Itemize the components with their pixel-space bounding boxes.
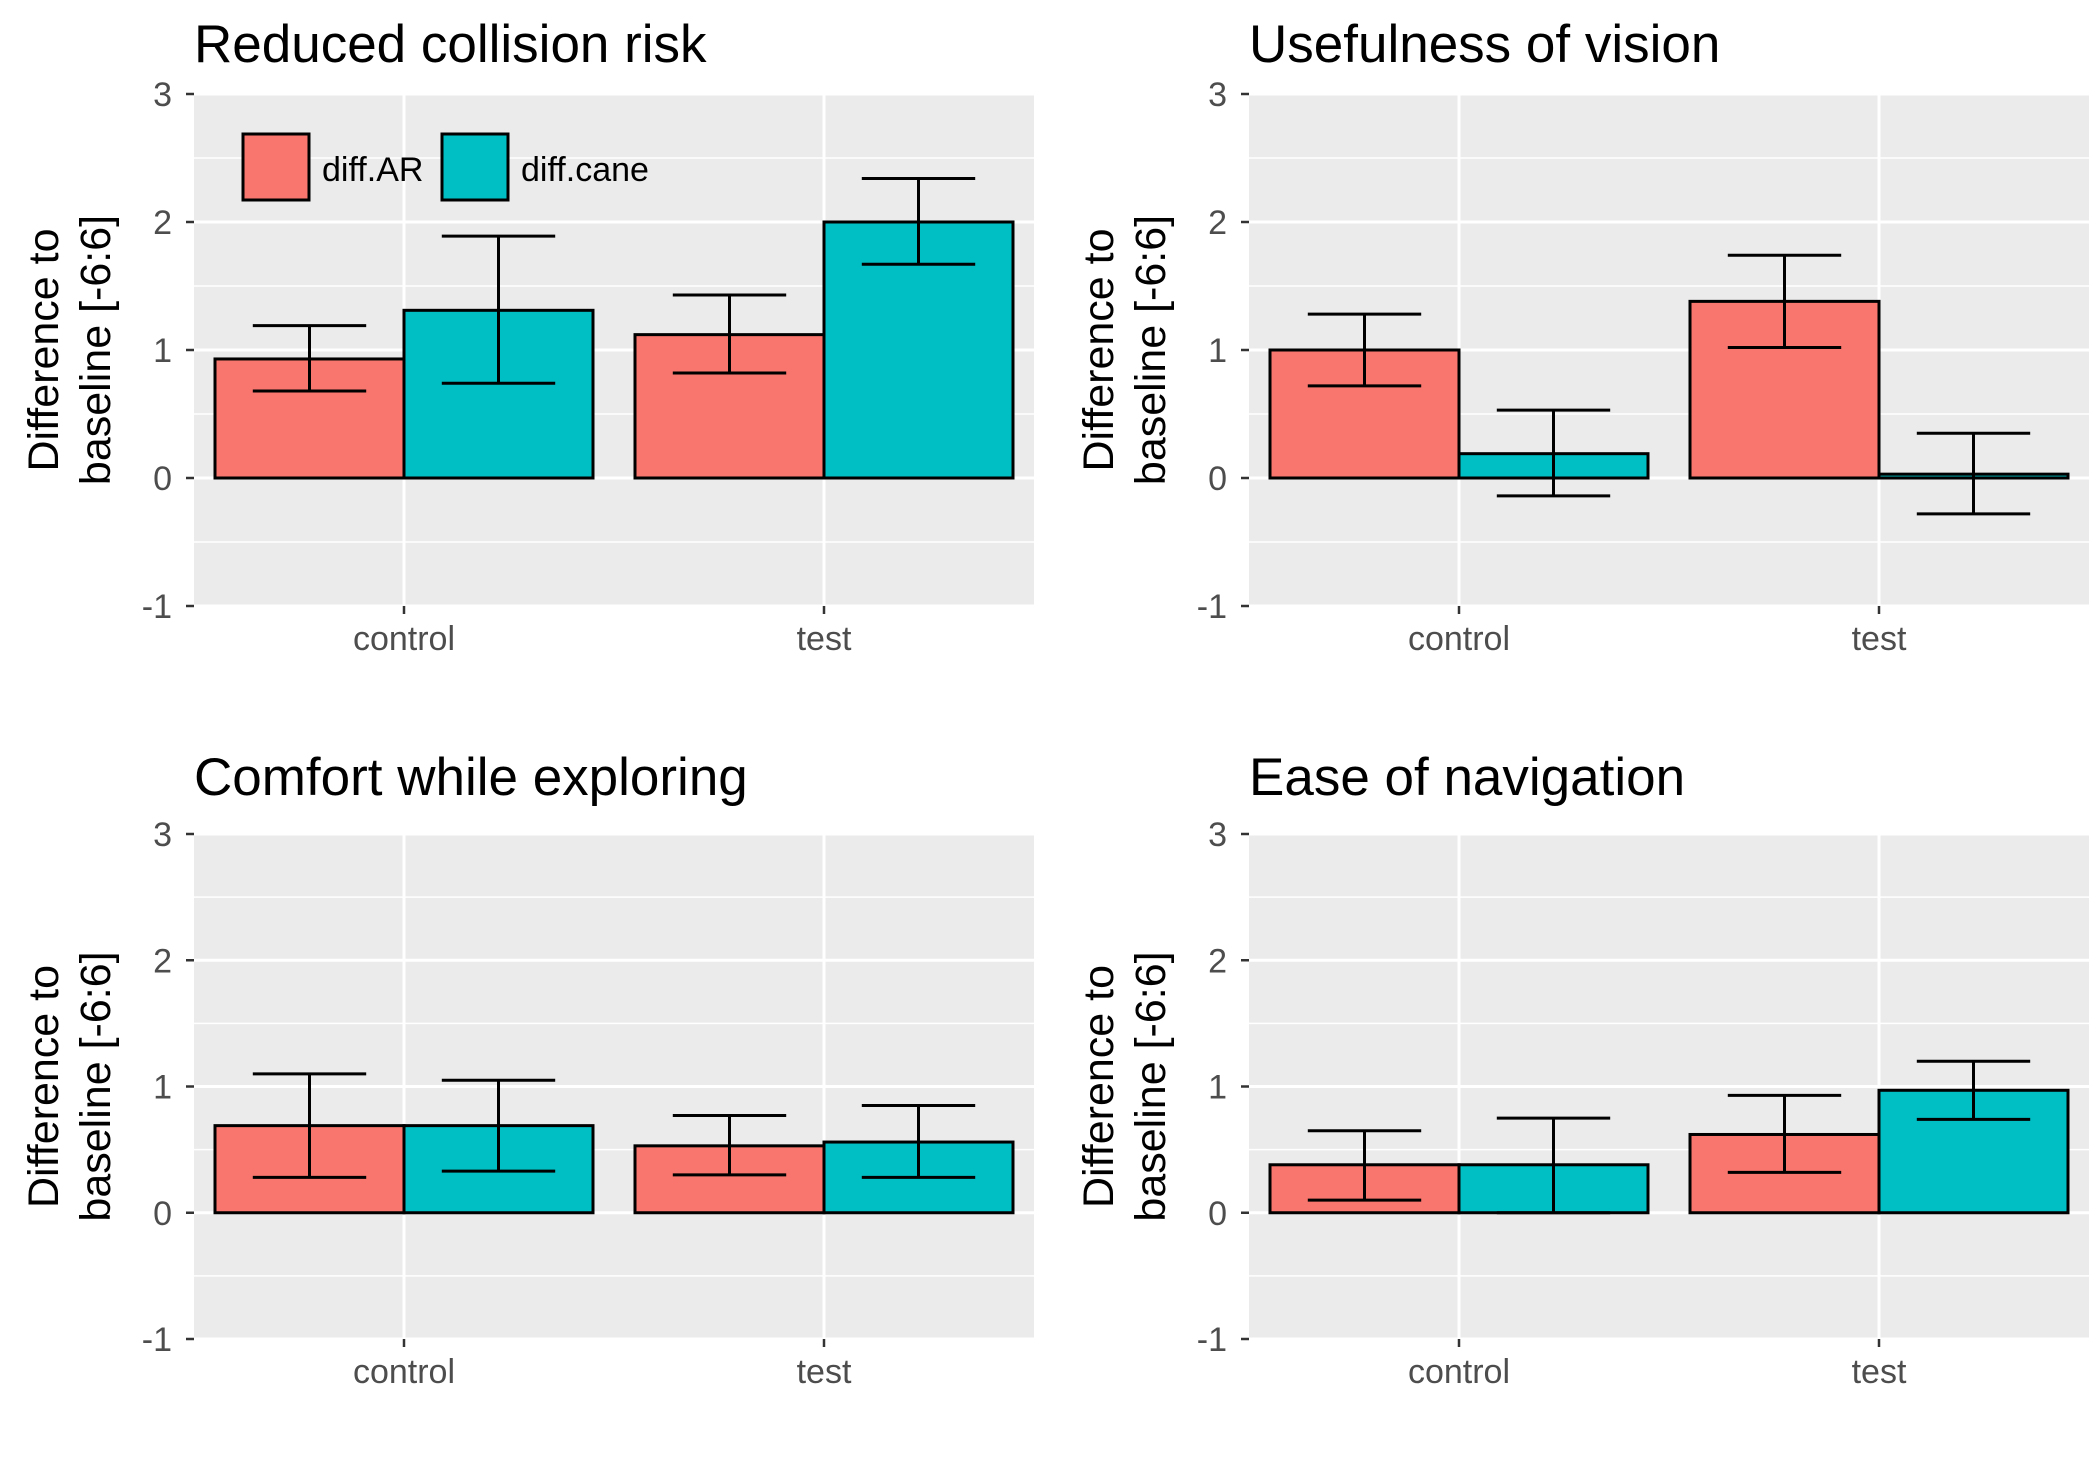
y-tick-label: 1 (1208, 332, 1227, 370)
error-bar-diff-AR-control (252, 1072, 367, 1179)
y-axis-label: Difference tobaseline [-6:6] (20, 215, 120, 485)
legend: diff.AR diff.cane (241, 132, 649, 202)
chart-title: Ease of navigation (1249, 748, 1685, 807)
y-tick-label: 2 (153, 204, 172, 242)
y-tick-label: 3 (153, 76, 172, 114)
y-axis-label-line: Difference to (20, 965, 68, 1208)
chart-title: Usefulness of vision (1249, 15, 1720, 74)
error-bar-diff-cane-control (1496, 408, 1611, 498)
chart-panel-1: -1 0 1 2 3 control test Reduced collision risk D… (20, 15, 1034, 658)
y-tick-label: 1 (1208, 1069, 1227, 1107)
error-bar-diff-cane-test (1916, 431, 2031, 516)
y-axis-label-line: Difference to (1075, 965, 1123, 1208)
y-tick-label: 2 (1208, 942, 1227, 980)
y-tick-label: 3 (1208, 816, 1227, 854)
y-axis-label-line: Difference to (20, 228, 68, 471)
error-bar-diff-AR-test (672, 1114, 787, 1177)
chart-panel-2: -1 0 1 2 3 control test Usefulness of vision Dif… (1075, 15, 2089, 658)
chart-panel-3: -1 0 1 2 3 control test Comfort while exploring… (20, 748, 1034, 1391)
x-tick-label: test (1852, 1353, 1907, 1391)
y-tick-label: 1 (153, 1069, 172, 1107)
y-tick-label: -1 (1197, 1321, 1227, 1359)
error-bar-diff-cane-control (441, 1078, 556, 1173)
y-axis-label-line: Difference to (1075, 228, 1123, 471)
chart-title: Comfort while exploring (194, 748, 748, 807)
y-axis-label-line: baseline [-6:6] (72, 951, 120, 1221)
y-tick-label: -1 (142, 588, 172, 626)
x-tick-label: control (1408, 1353, 1510, 1391)
error-bar-diff-AR-test (1727, 253, 1842, 349)
error-bar-diff-AR-test (1727, 1093, 1842, 1174)
error-bar-diff-AR-control (252, 324, 367, 393)
y-axis-label-line: baseline [-6:6] (1127, 951, 1175, 1221)
chart-panel-4: -1 0 1 2 3 control test Ease of navigation Diffe… (1075, 748, 2089, 1391)
y-axis-label-line: baseline [-6:6] (72, 215, 120, 485)
x-tick-label: test (797, 1353, 852, 1391)
y-tick-label: -1 (142, 1321, 172, 1359)
y-tick-label: 0 (153, 460, 172, 498)
error-bar-diff-cane-test (861, 1103, 976, 1179)
y-tick-label: 2 (153, 942, 172, 980)
x-tick-label: control (353, 1353, 455, 1391)
error-bar-diff-cane-test (861, 176, 976, 266)
x-tick-label: test (797, 620, 852, 658)
x-tick-label: control (353, 620, 455, 658)
y-tick-label: 3 (153, 816, 172, 854)
error-bar-diff-cane-control (1496, 1116, 1611, 1215)
y-tick-label: 0 (1208, 1195, 1227, 1233)
error-bar-diff-AR-test (672, 293, 787, 375)
legend-key-diff-AR (241, 132, 311, 202)
legend-label-diff-cane: diff.cane (521, 151, 649, 189)
error-bar-diff-AR-control (1307, 1129, 1422, 1202)
error-bar-diff-cane-control (441, 234, 556, 385)
legend-label-diff-AR: diff.AR (322, 151, 423, 189)
y-tick-label: 2 (1208, 204, 1227, 242)
x-tick-label: test (1852, 620, 1907, 658)
y-axis-label: Difference tobaseline [-6:6] (20, 951, 120, 1221)
y-tick-label: 0 (153, 1195, 172, 1233)
y-axis-label: Difference tobaseline [-6:6] (1075, 951, 1175, 1221)
y-tick-label: 0 (1208, 460, 1227, 498)
error-bar-diff-AR-control (1307, 312, 1422, 388)
y-axis-label: Difference tobaseline [-6:6] (1075, 215, 1175, 485)
y-tick-label: -1 (1197, 588, 1227, 626)
y-tick-label: 1 (153, 332, 172, 370)
legend-key-diff-cane (440, 132, 510, 202)
y-tick-label: 3 (1208, 76, 1227, 114)
chart-title: Reduced collision risk (194, 15, 707, 74)
y-axis-label-line: baseline [-6:6] (1127, 215, 1175, 485)
error-bar-diff-cane-test (1916, 1059, 2031, 1121)
x-tick-label: control (1408, 620, 1510, 658)
